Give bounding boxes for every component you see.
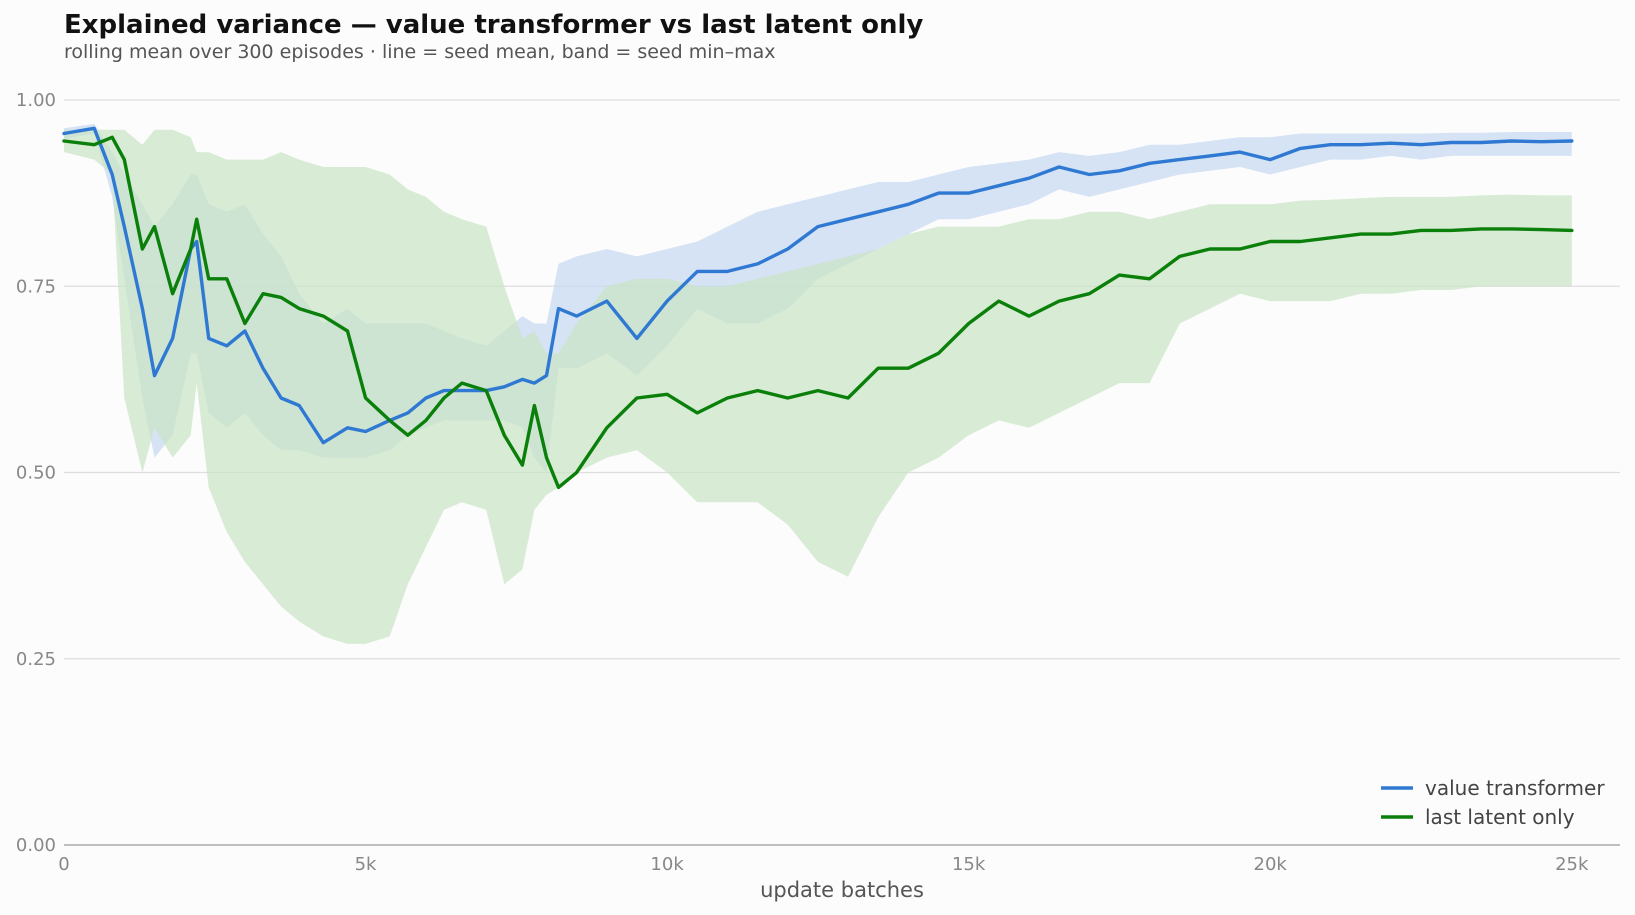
y-tick-label: 0.75 <box>16 276 56 297</box>
chart-subtitle: rolling mean over 300 episodes · line = … <box>64 41 776 63</box>
line-last-latent-only <box>62 135 1574 490</box>
x-tick-label: 10k <box>650 854 684 875</box>
x-tick-label: 0 <box>58 854 69 875</box>
x-tick-label: 20k <box>1254 854 1288 875</box>
x-axis-title: update batches <box>760 878 924 902</box>
axes: 0.00 0.25 0.50 0.75 1.00 0 5k 10k 15k 20k 25k updat… <box>16 90 1620 902</box>
series-lines <box>62 126 1574 490</box>
y-tick-label: 1.00 <box>16 90 56 111</box>
legend: value transformer last latent only <box>1381 776 1605 829</box>
y-tick-label: 0.00 <box>16 835 56 856</box>
x-tick-label: 25k <box>1555 854 1589 875</box>
band-last-latent-only <box>64 129 1572 644</box>
x-tick-label: 5k <box>355 854 377 875</box>
legend-label: last latent only <box>1425 805 1575 829</box>
seed-bands <box>64 123 1572 644</box>
y-tick-label: 0.50 <box>16 463 56 484</box>
chart-title: Explained variance — value transformer v… <box>64 10 924 40</box>
line-value-transformer <box>62 126 1574 445</box>
y-tick-label: 0.25 <box>16 649 56 670</box>
legend-label: value transformer <box>1425 776 1605 800</box>
x-tick-label: 15k <box>952 854 986 875</box>
